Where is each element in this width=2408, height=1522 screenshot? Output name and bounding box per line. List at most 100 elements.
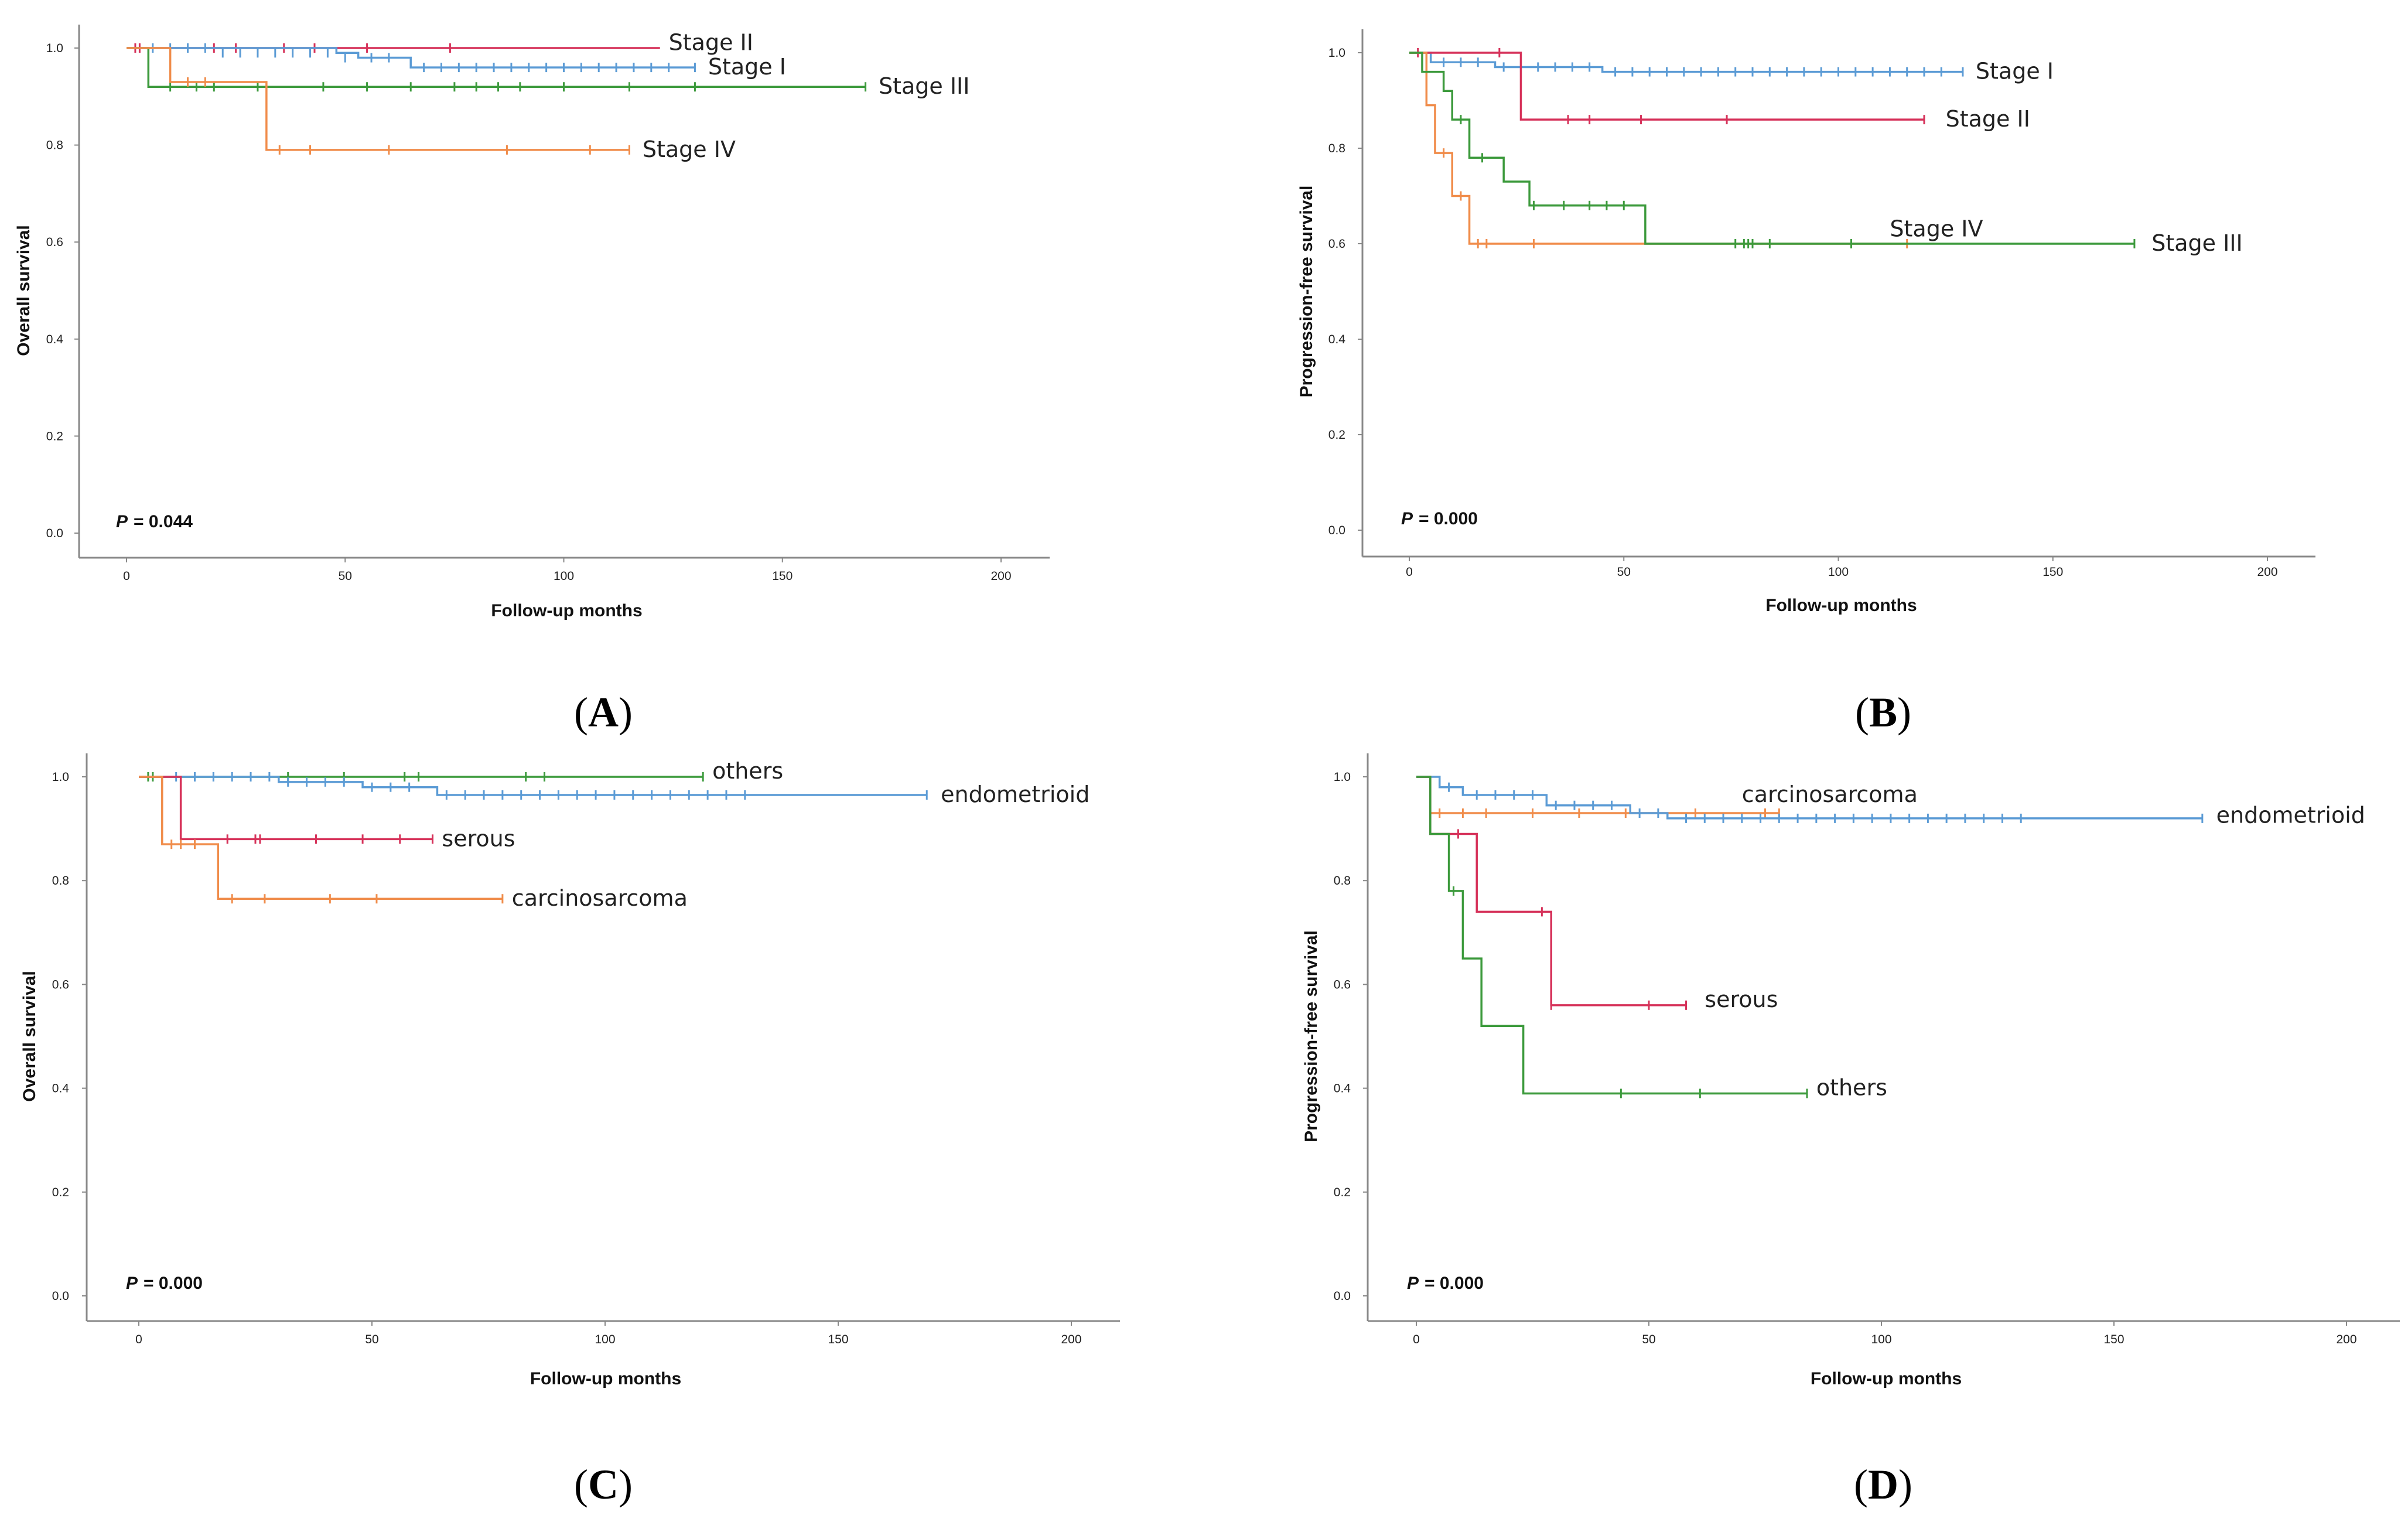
- series-label: Stage I: [1976, 59, 2054, 84]
- series-label: Stage I: [708, 54, 786, 80]
- survival-curve: [139, 776, 927, 796]
- y-tick-label: 0.2: [1328, 428, 1345, 442]
- x-tick-label: 50: [339, 569, 352, 583]
- y-tick-label: 0.2: [1334, 1186, 1351, 1199]
- x-tick-label: 200: [2336, 1333, 2356, 1346]
- x-tick-label: 0: [1406, 565, 1413, 579]
- y-tick-label: 0.2: [46, 429, 63, 443]
- series-label: others: [1816, 1075, 1887, 1101]
- panel-caption: (C): [574, 1461, 633, 1508]
- y-tick-label: 0.4: [1334, 1082, 1351, 1096]
- series-label: Stage III: [879, 73, 970, 99]
- survival-curve: [1409, 52, 2134, 245]
- p-value-prefix: P: [1407, 1274, 1419, 1293]
- p-value-label: P = 0.000: [1401, 509, 1478, 528]
- series-stage-i: Stage I: [127, 43, 786, 80]
- x-tick-label: 150: [2103, 1333, 2124, 1346]
- y-tick-label: 0.6: [52, 978, 69, 991]
- y-tick-label: 0.0: [52, 1289, 69, 1303]
- series-stage-iii: Stage III: [127, 47, 970, 99]
- y-tick-label: 1.0: [52, 770, 69, 784]
- chart-panel-a: 0 50 100 150 200 0.0 0.2 0.4 0.6 0.8 1.0 Follow-up …: [14, 25, 1050, 736]
- x-tick-label: 0: [135, 1333, 142, 1346]
- y-axis-label: Progression-free survival: [1302, 930, 1321, 1142]
- p-value-label: P = 0.000: [126, 1274, 203, 1293]
- series-carcinosarcoma: carcinosarcoma: [139, 776, 688, 911]
- survival-curve: [1409, 52, 1924, 121]
- x-tick-label: 150: [2042, 565, 2063, 579]
- y-tick-label: 0.0: [1334, 1289, 1351, 1303]
- x-tick-label: 100: [1871, 1333, 1891, 1346]
- series-label: Stage II: [1946, 106, 2030, 132]
- x-axis-label: Follow-up months: [1811, 1369, 1962, 1388]
- x-tick-label: 150: [772, 569, 793, 583]
- x-tick-label: 200: [990, 569, 1011, 583]
- y-tick-label: 0.2: [52, 1186, 69, 1199]
- survival-curve: [1416, 776, 1807, 1095]
- y-tick-label: 0.4: [1328, 333, 1346, 346]
- y-axis-label: Overall survival: [20, 971, 39, 1101]
- series-label: others: [712, 758, 783, 784]
- p-value-text: = 0.000: [1419, 509, 1478, 528]
- y-tick-label: 0.8: [1334, 874, 1351, 888]
- p-value-label: P = 0.044: [116, 512, 193, 531]
- series-carcinosarcoma: carcinosarcoma: [1416, 776, 1918, 818]
- series-label: endometrioid: [2216, 802, 2365, 828]
- series-others: others: [1416, 776, 1887, 1101]
- survival-curve: [1409, 52, 1907, 245]
- survival-curve: [1409, 52, 1963, 73]
- panel-caption: (B): [1855, 689, 1911, 736]
- p-value-text: = 0.000: [1425, 1274, 1484, 1293]
- y-tick-label: 0.0: [46, 527, 63, 540]
- panel-caption: (D): [1854, 1461, 1912, 1508]
- series-label: carcinosarcoma: [512, 885, 688, 911]
- series-endometrioid: endometrioid: [1416, 776, 2365, 828]
- x-axis-label: Follow-up months: [491, 601, 642, 620]
- y-tick-label: 1.0: [1334, 770, 1351, 784]
- series-stage-iv: Stage IV: [127, 47, 736, 162]
- series-label: Stage II: [669, 30, 753, 56]
- x-tick-label: 0: [123, 569, 130, 583]
- chart-panel-c: 0 50 100 150 200 0.0 0.2 0.4 0.6 0.8 1.0 Follow-up …: [20, 753, 1120, 1508]
- y-tick-label: 0.4: [46, 333, 64, 346]
- series-label: Stage IV: [1890, 216, 1983, 242]
- series-label: Stage III: [2151, 230, 2243, 256]
- p-value-prefix: P: [126, 1274, 138, 1293]
- p-value-text: = 0.000: [144, 1274, 203, 1293]
- series-stage-iii: Stage III: [1409, 52, 2243, 256]
- x-tick-label: 150: [828, 1333, 848, 1346]
- series-label: serous: [1705, 987, 1778, 1012]
- series-label: endometrioid: [941, 782, 1089, 807]
- y-tick-label: 0.0: [1328, 524, 1345, 537]
- series-stage-i: Stage I: [1409, 52, 2054, 84]
- survival-curve: [1416, 776, 2202, 820]
- series-label: serous: [442, 825, 515, 851]
- x-tick-label: 200: [2257, 565, 2277, 579]
- x-tick-label: 100: [554, 569, 574, 583]
- x-axis-label: Follow-up months: [1765, 596, 1917, 615]
- survival-curve: [139, 776, 433, 841]
- x-tick-label: 100: [595, 1333, 615, 1346]
- p-value-label: P = 0.000: [1407, 1274, 1484, 1293]
- x-tick-label: 50: [1617, 565, 1631, 579]
- x-tick-label: 100: [1828, 565, 1849, 579]
- p-value-text: = 0.044: [134, 512, 193, 531]
- series-label: Stage IV: [643, 136, 736, 162]
- p-value-prefix: P: [1401, 509, 1413, 528]
- y-tick-label: 1.0: [46, 42, 63, 55]
- panel-caption: (A): [574, 689, 633, 736]
- series-stage-ii: Stage II: [127, 30, 753, 56]
- y-tick-label: 0.6: [1328, 237, 1345, 251]
- p-value-prefix: P: [116, 512, 128, 531]
- series-stage-ii: Stage II: [1409, 48, 2030, 132]
- series-others: others: [139, 758, 783, 784]
- x-tick-label: 0: [1413, 1333, 1420, 1346]
- x-axis-label: Follow-up months: [530, 1369, 681, 1388]
- y-axis-label: Overall survival: [14, 225, 33, 356]
- survival-curve: [127, 47, 695, 69]
- y-tick-label: 0.4: [52, 1082, 70, 1096]
- series-stage-iv: Stage IV: [1409, 52, 1983, 248]
- series-label: carcinosarcoma: [1742, 782, 1918, 807]
- x-tick-label: 200: [1061, 1333, 1081, 1346]
